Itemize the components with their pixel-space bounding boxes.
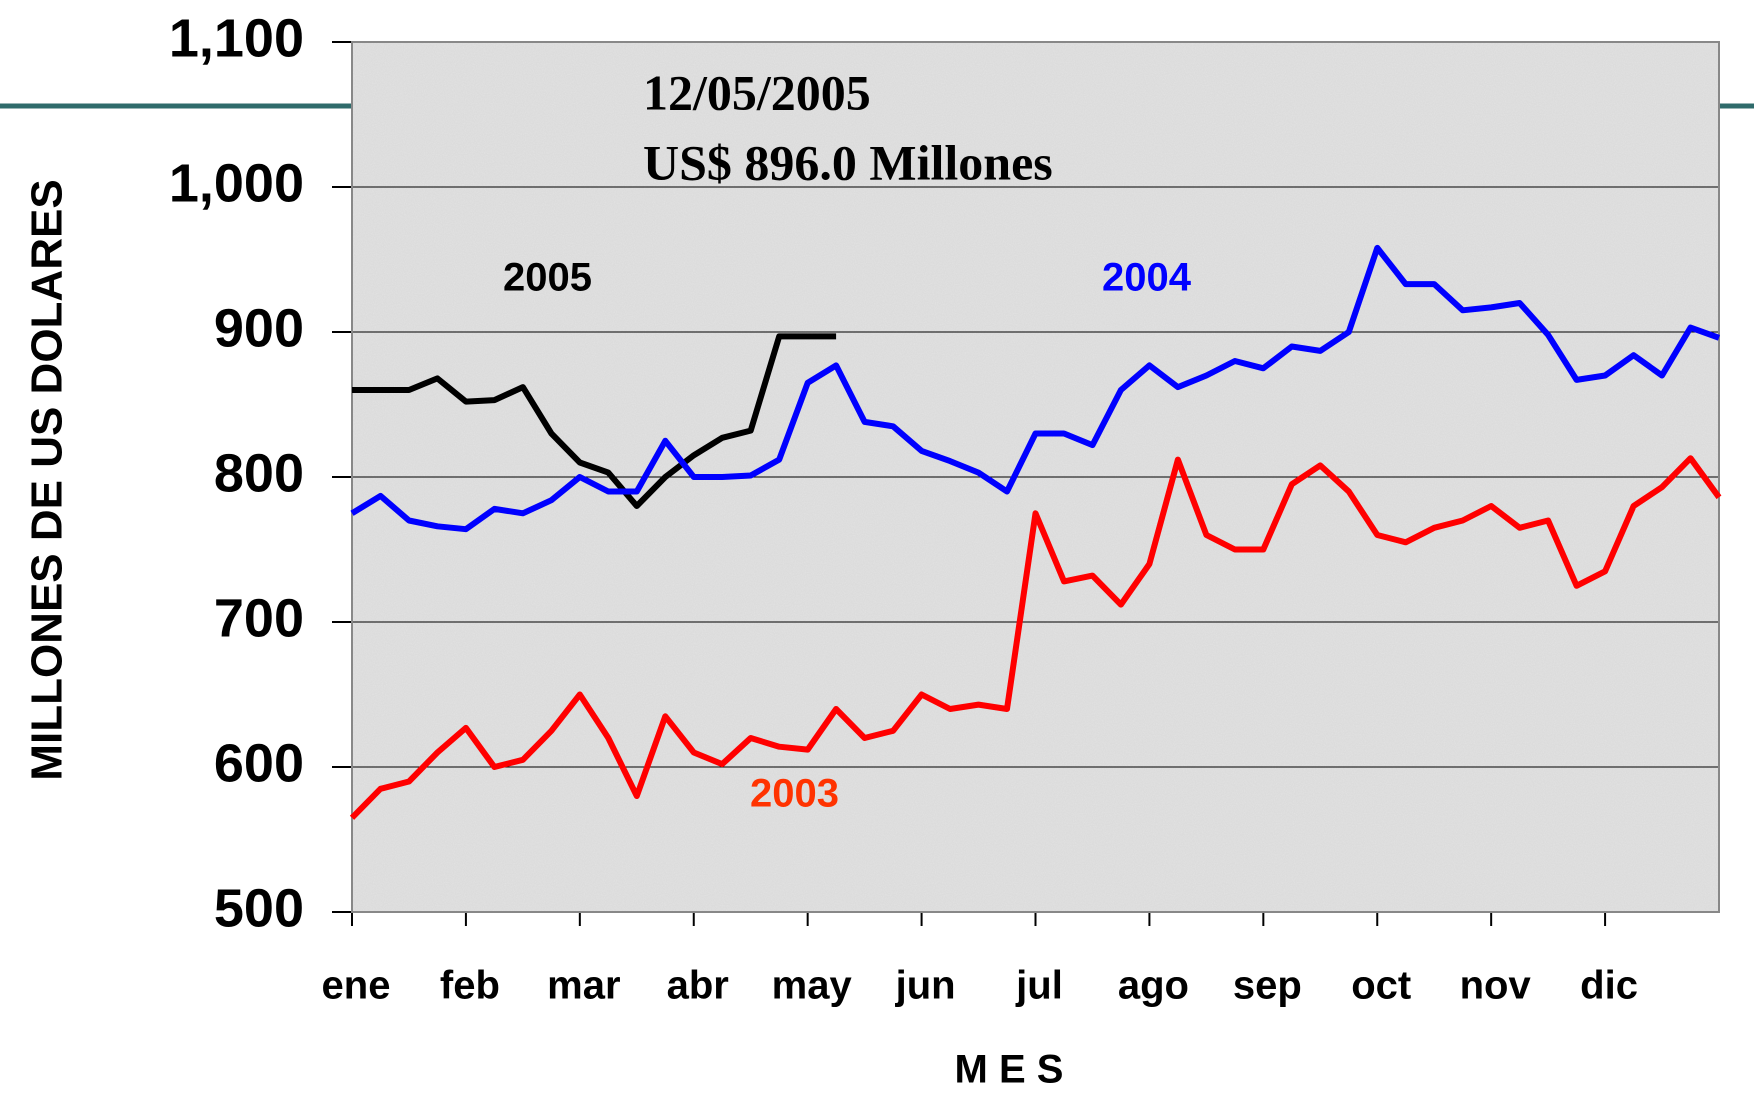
series-line: [352, 333, 837, 509]
series-label: 2005: [503, 256, 592, 300]
x-tick-label: jun: [895, 964, 956, 1008]
y-tick-label: 500: [214, 878, 304, 938]
x-tick-label: ago: [1118, 964, 1189, 1008]
x-tick-label: may: [772, 964, 853, 1008]
y-tick-label: 700: [214, 588, 304, 648]
series-line: [350, 244, 1721, 533]
x-tick-label: jul: [1015, 964, 1063, 1008]
y-tick-label: 1,100: [169, 8, 304, 68]
y-tick-label: 900: [214, 298, 304, 358]
y-tick-label: 800: [214, 443, 304, 503]
x-tick-label: abr: [667, 964, 729, 1008]
series-label: 2004: [1102, 256, 1192, 300]
x-tick-label: ene: [322, 964, 391, 1008]
x-tick-label: oct: [1351, 964, 1411, 1008]
plot-border: [351, 41, 1720, 913]
series-label: 2003: [750, 772, 839, 816]
x-axis-label: M E S: [955, 1048, 1064, 1092]
chart-subtitle: US$ 896.0 Millones: [643, 134, 1053, 190]
x-tick-label: mar: [547, 964, 620, 1008]
x-tick-label: dic: [1580, 964, 1638, 1008]
y-tick-label: 1,000: [169, 153, 304, 213]
x-tick-label: sep: [1233, 964, 1302, 1008]
series-line: [349, 455, 1722, 820]
x-tick-label: feb: [440, 964, 500, 1008]
x-tick-label: nov: [1460, 964, 1532, 1008]
y-tick-label: 600: [214, 733, 304, 793]
chart-title: 12/05/2005: [643, 64, 871, 120]
y-axis-label: MILLONES DE US DOLARES: [23, 179, 72, 780]
